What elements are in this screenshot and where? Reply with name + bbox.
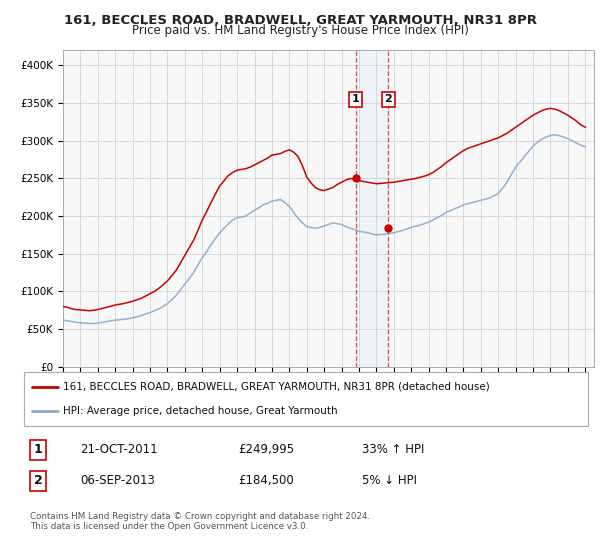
Bar bbox=[356, 50, 388, 367]
Text: 33% ↑ HPI: 33% ↑ HPI bbox=[362, 444, 425, 456]
Text: 2: 2 bbox=[34, 474, 43, 487]
Text: 1: 1 bbox=[352, 95, 359, 104]
Text: 161, BECCLES ROAD, BRADWELL, GREAT YARMOUTH, NR31 8PR: 161, BECCLES ROAD, BRADWELL, GREAT YARMO… bbox=[64, 14, 536, 27]
Text: Contains HM Land Registry data © Crown copyright and database right 2024.
This d: Contains HM Land Registry data © Crown c… bbox=[29, 512, 370, 531]
Text: £249,995: £249,995 bbox=[238, 444, 295, 456]
Text: Price paid vs. HM Land Registry's House Price Index (HPI): Price paid vs. HM Land Registry's House … bbox=[131, 24, 469, 36]
Text: 5% ↓ HPI: 5% ↓ HPI bbox=[362, 474, 418, 487]
Text: 1: 1 bbox=[34, 444, 43, 456]
Text: £184,500: £184,500 bbox=[238, 474, 294, 487]
Text: 21-OCT-2011: 21-OCT-2011 bbox=[80, 444, 158, 456]
Text: 06-SEP-2013: 06-SEP-2013 bbox=[80, 474, 155, 487]
Text: 161, BECCLES ROAD, BRADWELL, GREAT YARMOUTH, NR31 8PR (detached house): 161, BECCLES ROAD, BRADWELL, GREAT YARMO… bbox=[64, 382, 490, 392]
Text: 2: 2 bbox=[385, 95, 392, 104]
Text: HPI: Average price, detached house, Great Yarmouth: HPI: Average price, detached house, Grea… bbox=[64, 406, 338, 416]
